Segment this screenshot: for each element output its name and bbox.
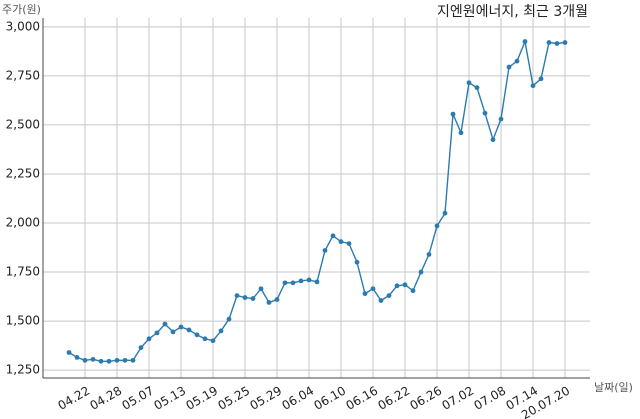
data-point — [258, 286, 264, 292]
data-point — [82, 357, 88, 363]
x-tick-label: 06.16 — [343, 384, 380, 413]
data-point — [522, 39, 528, 44]
data-point — [370, 286, 376, 292]
data-point — [506, 64, 512, 70]
data-point — [354, 259, 360, 265]
x-tick-label: 06.22 — [375, 384, 412, 413]
data-point — [178, 324, 184, 330]
y-tick-label: 1,750 — [6, 265, 40, 279]
data-point — [426, 252, 432, 257]
data-point — [410, 288, 416, 294]
data-point — [442, 210, 448, 216]
y-tick-label: 1,250 — [6, 363, 40, 377]
x-tick-label: 07.02 — [439, 384, 476, 413]
data-point — [74, 355, 80, 360]
data-point — [346, 241, 352, 247]
data-point — [114, 357, 120, 363]
x-tick-label: 05.25 — [215, 384, 252, 413]
data-point — [362, 291, 368, 297]
data-point — [218, 328, 224, 334]
data-point — [138, 345, 144, 350]
data-point — [130, 357, 136, 363]
y-tick-label: 2,750 — [6, 68, 40, 82]
y-tick-label: 2,500 — [6, 117, 40, 131]
x-tick-label: 05.13 — [151, 384, 188, 413]
data-point — [490, 137, 496, 143]
data-point — [210, 338, 216, 344]
data-point — [514, 58, 520, 64]
data-point — [546, 40, 552, 45]
x-tick-label: 06.10 — [311, 384, 348, 413]
data-point — [330, 233, 336, 239]
data-point — [298, 278, 304, 284]
data-point — [90, 356, 96, 362]
y-axis-label: 주가(원) — [2, 3, 41, 16]
data-point — [538, 76, 544, 82]
price-line — [68, 39, 566, 363]
data-point — [274, 297, 280, 302]
data-point — [162, 321, 168, 327]
data-point — [434, 223, 440, 229]
data-point — [458, 130, 464, 136]
data-point — [66, 350, 72, 355]
data-point — [106, 358, 112, 364]
x-axis-label: 날짜(일) — [594, 380, 633, 394]
data-point — [266, 300, 272, 305]
chart-title: 지엔원에너지, 최근 3개월 — [437, 4, 588, 20]
data-point — [482, 110, 488, 116]
data-point — [226, 316, 232, 322]
y-tick-label: 1,500 — [6, 314, 40, 328]
data-point — [242, 295, 248, 300]
data-point — [554, 41, 560, 46]
data-point — [562, 40, 568, 45]
data-point — [234, 293, 240, 299]
x-tick-label: 07.08 — [471, 384, 508, 413]
data-point — [194, 332, 200, 338]
x-tick-label: 05.19 — [183, 384, 220, 413]
data-point — [146, 336, 152, 342]
data-point — [338, 239, 344, 245]
x-tick-label: 05.29 — [247, 384, 284, 413]
data-point — [466, 80, 472, 86]
data-point — [322, 248, 328, 253]
data-point — [202, 336, 208, 342]
data-point — [402, 282, 408, 288]
x-tick-label: 04.28 — [87, 384, 124, 413]
data-point — [394, 283, 400, 289]
x-tick-label: 06.26 — [407, 384, 444, 413]
y-tick-label: 2,250 — [6, 166, 40, 180]
data-point — [170, 329, 176, 335]
data-point — [474, 85, 480, 91]
data-point — [290, 280, 296, 286]
data-point — [314, 279, 320, 285]
data-point — [122, 357, 128, 363]
x-tick-label: 05.07 — [119, 384, 156, 413]
data-point — [418, 269, 424, 275]
data-point — [250, 296, 256, 301]
data-point — [282, 280, 288, 286]
data-point — [98, 358, 104, 364]
y-tick-label: 2,000 — [6, 216, 40, 230]
data-point — [386, 293, 392, 299]
data-point — [378, 298, 384, 303]
x-tick-label: 06.04 — [279, 384, 316, 413]
y-tick-label: 3,000 — [6, 19, 40, 33]
data-point — [306, 277, 312, 283]
data-point — [530, 83, 536, 89]
data-point — [450, 111, 456, 117]
x-tick-label: 04.22 — [55, 384, 92, 413]
data-point — [186, 327, 192, 333]
data-point — [498, 116, 504, 122]
data-point — [154, 330, 160, 336]
